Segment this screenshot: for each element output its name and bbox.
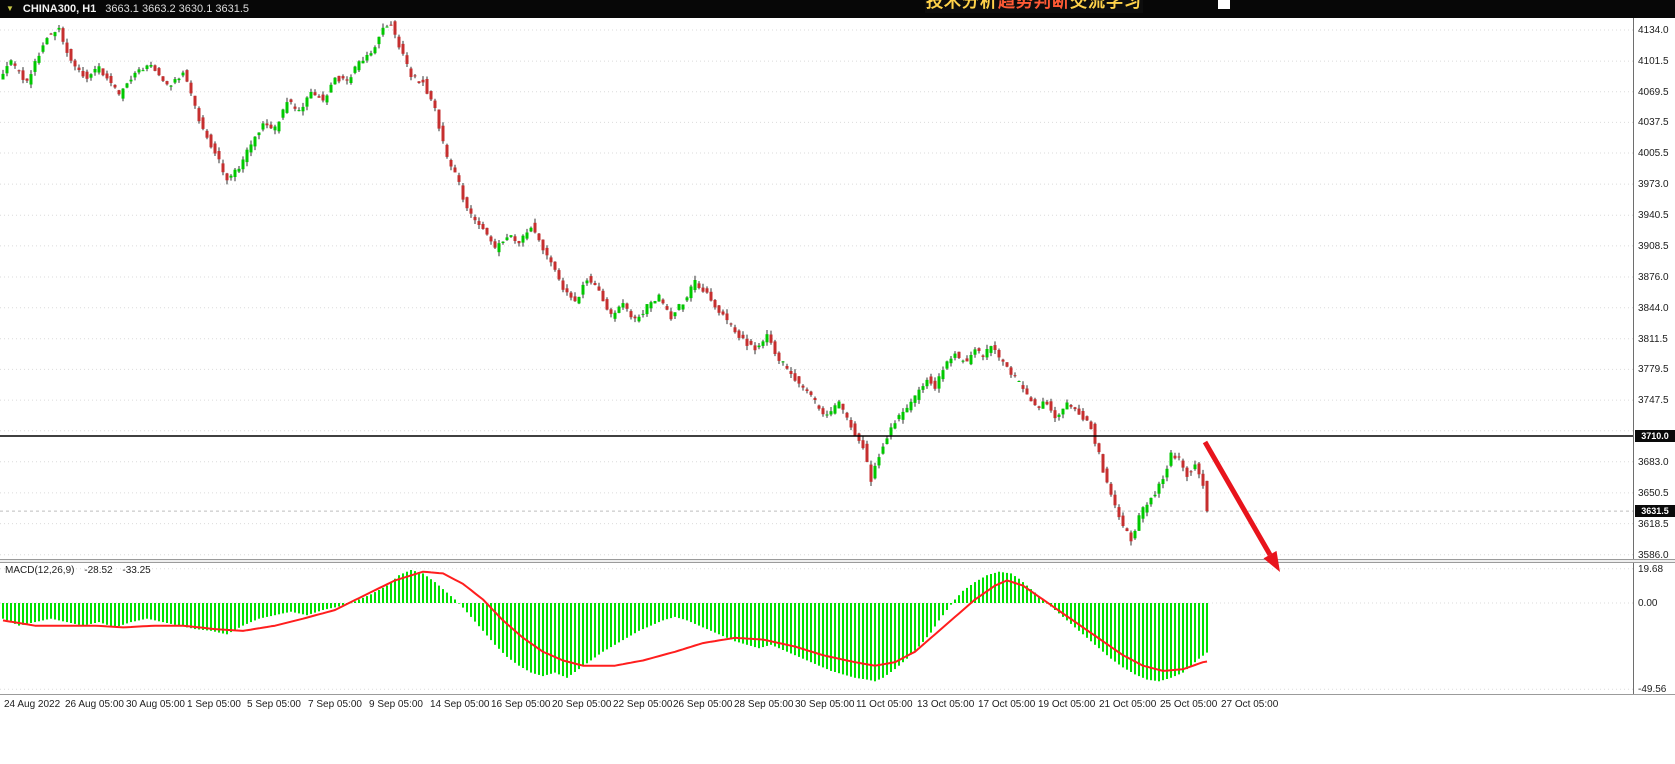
price-axis-label: 4005.5 xyxy=(1638,148,1669,159)
time-axis-label: 21 Oct 05:00 xyxy=(1099,699,1157,710)
time-axis-label: 16 Sep 05:00 xyxy=(491,699,551,710)
banner-text-part: 交流学习 xyxy=(1070,0,1142,11)
macd-name: MACD(12,26,9) xyxy=(5,565,75,576)
price-axis-label: 3650.5 xyxy=(1638,487,1669,499)
time-axis-label: 17 Oct 05:00 xyxy=(978,699,1036,710)
price-axis-label: 3618.5 xyxy=(1638,518,1669,530)
price-axis-label: 4134.0 xyxy=(1638,24,1669,36)
price-tag: 3710.0 xyxy=(1635,429,1675,442)
macd-histogram xyxy=(2,570,1208,682)
price-axis-label: 4069.5 xyxy=(1638,86,1669,98)
macd-indicator-label: MACD(12,26,9) -28.52 -33.25 xyxy=(5,565,151,576)
time-axis-label: 9 Sep 05:00 xyxy=(369,699,423,710)
macd-axis-label: 0.00 xyxy=(1638,598,1658,610)
symbol-timeframe-label: CHINA300, H1 xyxy=(22,3,97,15)
macd-main-value: -28.52 xyxy=(84,565,113,576)
price-chart-plot[interactable] xyxy=(0,18,1633,559)
time-axis-label: 14 Sep 05:00 xyxy=(430,699,490,710)
price-axis-label: 3973.0 xyxy=(1638,179,1669,191)
price-axis-label: 3811.5 xyxy=(1638,333,1668,345)
price-axis-label: 3779.5 xyxy=(1638,364,1669,376)
time-axis-label: 26 Aug 05:00 xyxy=(65,699,124,710)
chart-titlebar: ▼ CHINA300, H1 3663.1 3663.2 3630.1 3631… xyxy=(0,0,1675,18)
time-axis-label: 24 Aug 2022 xyxy=(4,699,61,710)
up-candles xyxy=(1,26,1197,539)
time-axis-label: 5 Sep 05:00 xyxy=(247,699,301,710)
price-axis[interactable]: 4134.0 4101.5 4069.5 4037.5 4005.5 3973.0 3940… xyxy=(1633,18,1675,696)
macd-indicator-plot[interactable] xyxy=(0,563,1633,693)
price-axis-label: 3908.5 xyxy=(1638,240,1669,252)
top-banner: 技术分析 趋势判断 交流学习 xyxy=(925,0,1143,13)
panel-splitter[interactable] xyxy=(0,559,1675,563)
time-axis-label: 26 Sep 05:00 xyxy=(673,699,733,710)
time-axis-label: 19 Oct 05:00 xyxy=(1038,699,1096,710)
time-axis-label: 20 Sep 05:00 xyxy=(552,699,612,710)
price-axis-label: 3940.5 xyxy=(1638,210,1669,222)
collapse-triangle-icon[interactable]: ▼ xyxy=(6,4,14,13)
down-candles xyxy=(13,21,1209,542)
time-axis-label: 7 Sep 05:00 xyxy=(308,699,362,710)
macd-axis-label: 19.68 xyxy=(1638,563,1664,575)
banner-close-box[interactable] xyxy=(1218,0,1230,9)
candle-wicks xyxy=(2,20,1208,546)
time-axis-label: 28 Sep 05:00 xyxy=(734,699,794,710)
macd-signal-value: -33.25 xyxy=(122,565,151,576)
time-axis-label: 30 Sep 05:00 xyxy=(795,699,855,710)
price-axis-label: 3844.0 xyxy=(1638,302,1669,314)
time-axis[interactable]: 24 Aug 2022 26 Aug 05:00 30 Aug 05:00 1 Sep… xyxy=(0,694,1675,714)
price-axis-label: 4037.5 xyxy=(1638,117,1669,129)
price-axis-label: 3876.0 xyxy=(1638,272,1669,283)
price-axis-label: 3683.0 xyxy=(1638,456,1669,468)
price-axis-label: 3586.0 xyxy=(1638,549,1669,561)
time-axis-label: 27 Oct 05:00 xyxy=(1221,699,1279,710)
time-axis-label: 25 Oct 05:00 xyxy=(1160,699,1218,710)
time-axis-label: 13 Oct 05:00 xyxy=(917,699,975,710)
macd-signal-line xyxy=(2,570,1208,672)
macd-axis-label: -49.56 xyxy=(1638,684,1667,696)
banner-text-part: 技术分析 xyxy=(926,0,998,11)
price-axis-label: 4101.5 xyxy=(1638,56,1669,68)
price-axis-label: 3747.5 xyxy=(1638,395,1669,407)
time-axis-label: 30 Aug 05:00 xyxy=(126,699,185,710)
price-tag: 3631.5 xyxy=(1635,505,1675,518)
time-axis-label: 11 Oct 05:00 xyxy=(856,699,913,710)
ohlc-readout: 3663.1 3663.2 3630.1 3631.5 xyxy=(105,3,250,15)
time-axis-label: 22 Sep 05:00 xyxy=(613,699,673,710)
time-axis-label: 1 Sep 05:00 xyxy=(187,699,241,710)
banner-text-part: 趋势判断 xyxy=(998,0,1070,11)
